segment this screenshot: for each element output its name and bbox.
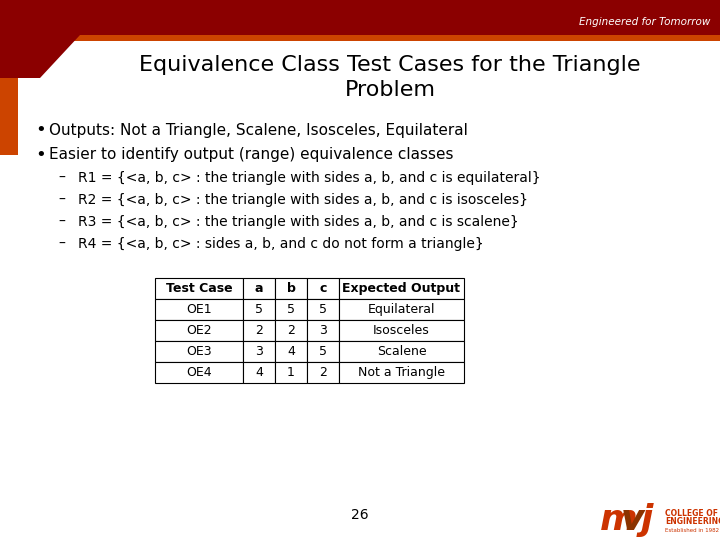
Bar (307, 278, 339, 299)
Text: R4 = {<a, b, c> : sides a, b, and c do not form a triangle}: R4 = {<a, b, c> : sides a, b, and c do n… (78, 237, 484, 251)
Text: •: • (35, 146, 46, 164)
Text: a: a (255, 282, 264, 295)
Text: 4: 4 (255, 366, 263, 379)
Text: Equivalence Class Test Cases for the Triangle: Equivalence Class Test Cases for the Tri… (139, 55, 641, 75)
Bar (243, 278, 275, 299)
Bar (275, 278, 307, 299)
Text: 3: 3 (319, 324, 327, 337)
Text: 4: 4 (287, 345, 295, 358)
Bar (0, 35, 18, 155)
Bar (0, 0, 720, 35)
Text: 5: 5 (255, 303, 263, 316)
Text: COLLEGE OF: COLLEGE OF (665, 510, 718, 518)
Text: Engineered for Tomorrow: Engineered for Tomorrow (579, 17, 710, 27)
Bar (0, 35, 720, 41)
Text: Easier to identify output (range) equivalence classes: Easier to identify output (range) equiva… (49, 147, 454, 163)
Text: Test Case: Test Case (166, 282, 233, 295)
Text: R1 = {<a, b, c> : the triangle with sides a, b, and c is equilateral}: R1 = {<a, b, c> : the triangle with side… (78, 171, 541, 185)
Text: Outputs: Not a Triangle, Scalene, Isosceles, Equilateral: Outputs: Not a Triangle, Scalene, Isosce… (49, 123, 468, 138)
Text: 5: 5 (319, 345, 327, 358)
Bar (339, 341, 464, 362)
Text: 26: 26 (351, 508, 369, 522)
Bar (339, 320, 464, 341)
Text: –: – (58, 171, 65, 185)
Text: ENGINEERING: ENGINEERING (665, 517, 720, 526)
Bar (339, 299, 464, 320)
Text: b: b (287, 282, 295, 295)
Text: R3 = {<a, b, c> : the triangle with sides a, b, and c is scalene}: R3 = {<a, b, c> : the triangle with side… (78, 215, 518, 229)
Text: j: j (641, 503, 653, 537)
Text: OE3: OE3 (186, 345, 212, 358)
Bar (155, 341, 243, 362)
Bar (155, 299, 243, 320)
Text: c: c (319, 282, 327, 295)
Bar (275, 320, 307, 341)
Text: Isosceles: Isosceles (373, 324, 430, 337)
Bar (243, 299, 275, 320)
Text: 5: 5 (287, 303, 295, 316)
Bar (275, 341, 307, 362)
Text: Scalene: Scalene (377, 345, 426, 358)
Text: R2 = {<a, b, c> : the triangle with sides a, b, and c is isosceles}: R2 = {<a, b, c> : the triangle with side… (78, 193, 528, 207)
Text: OE4: OE4 (186, 366, 212, 379)
Text: 2: 2 (255, 324, 263, 337)
Text: Established in 1982: Established in 1982 (665, 528, 719, 532)
Bar (307, 362, 339, 383)
Text: Not a Triangle: Not a Triangle (358, 366, 445, 379)
Bar (243, 341, 275, 362)
Text: 3: 3 (255, 345, 263, 358)
Text: –: – (58, 237, 65, 251)
Bar (243, 362, 275, 383)
Text: –: – (58, 215, 65, 229)
Bar (339, 278, 464, 299)
Bar (307, 299, 339, 320)
Text: Problem: Problem (344, 80, 436, 100)
Bar (339, 362, 464, 383)
Bar (243, 320, 275, 341)
Bar (307, 341, 339, 362)
Bar (275, 299, 307, 320)
Polygon shape (0, 35, 80, 78)
Text: Expected Output: Expected Output (343, 282, 461, 295)
Polygon shape (0, 35, 18, 155)
Bar (155, 320, 243, 341)
Text: 2: 2 (319, 366, 327, 379)
Text: m: m (600, 503, 638, 537)
Bar (307, 320, 339, 341)
Text: OE2: OE2 (186, 324, 212, 337)
Bar (155, 362, 243, 383)
Text: 5: 5 (319, 303, 327, 316)
Text: Equilateral: Equilateral (368, 303, 436, 316)
Text: –: – (58, 193, 65, 207)
Bar (155, 278, 243, 299)
Text: •: • (35, 121, 46, 139)
Text: OE1: OE1 (186, 303, 212, 316)
Bar (275, 362, 307, 383)
Text: v: v (621, 503, 644, 537)
Text: 2: 2 (287, 324, 295, 337)
Text: 1: 1 (287, 366, 295, 379)
